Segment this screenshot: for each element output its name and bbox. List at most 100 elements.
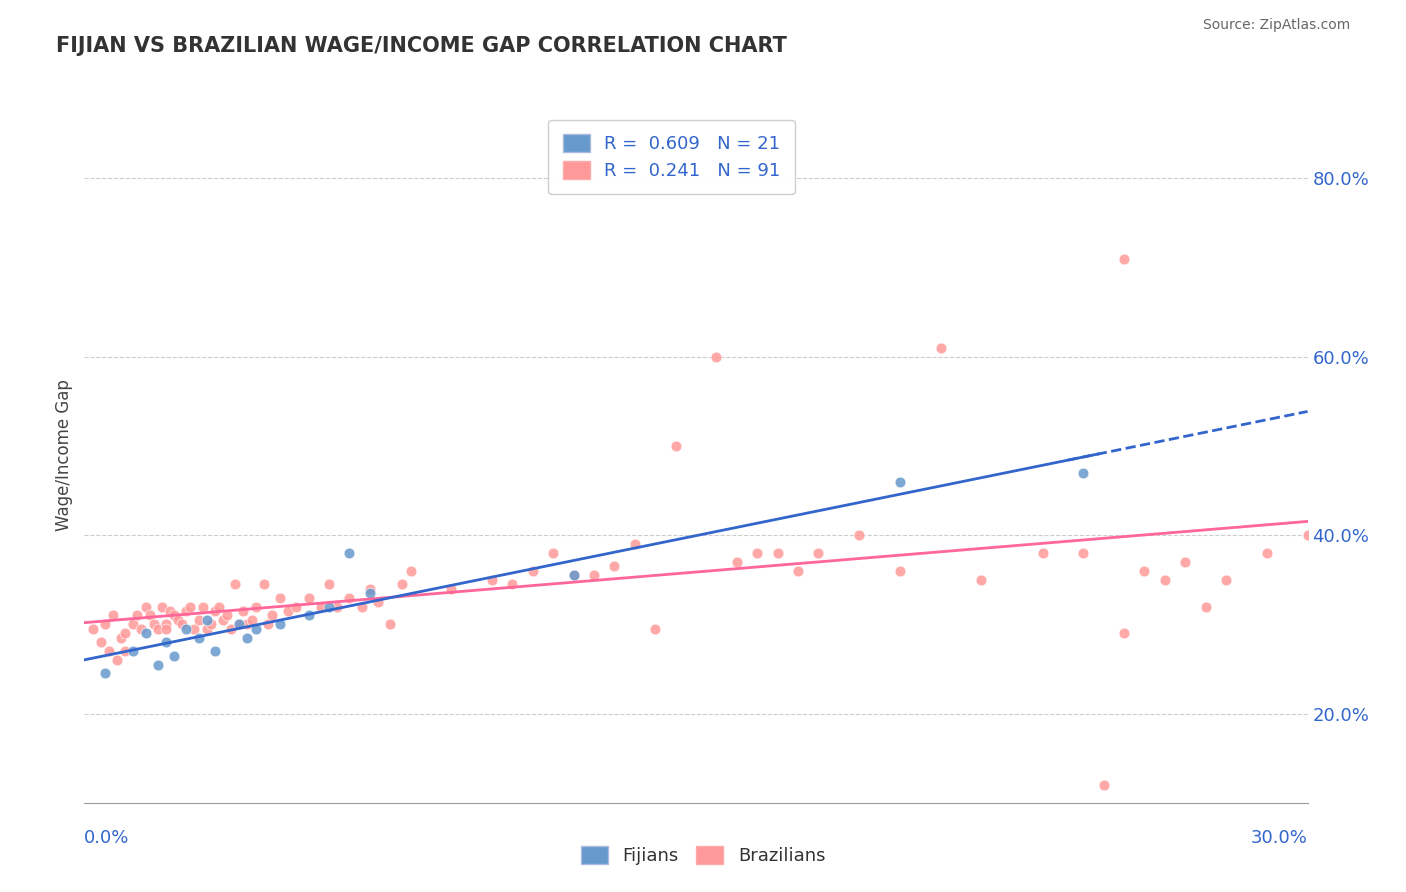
Text: Source: ZipAtlas.com: Source: ZipAtlas.com [1202, 18, 1350, 32]
Point [1071, 546, 1094, 560]
Text: FIJIAN VS BRAZILIAN WAGE/INCOME GAP CORRELATION CHART: FIJIAN VS BRAZILIAN WAGE/INCOME GAP CORR… [56, 36, 787, 55]
Point [93, 666, 115, 681]
Text: 30.0%: 30.0% [1251, 829, 1308, 847]
Point [1114, 626, 1136, 640]
Point [146, 622, 169, 636]
Point [101, 608, 124, 623]
Point [179, 599, 201, 614]
Point [224, 577, 246, 591]
Point [1133, 564, 1156, 578]
Point [155, 617, 177, 632]
Point [1174, 555, 1197, 569]
Point [217, 608, 239, 623]
Point [90, 635, 112, 649]
Y-axis label: Wage/Income Gap: Wage/Income Gap [55, 379, 73, 531]
Point [260, 608, 283, 623]
Point [240, 613, 263, 627]
Point [1195, 599, 1218, 614]
Point [367, 595, 389, 609]
Point [195, 622, 218, 636]
Point [380, 617, 402, 632]
Point [110, 631, 132, 645]
Point [114, 626, 136, 640]
Point [298, 608, 321, 623]
Point [1114, 252, 1136, 266]
Point [1215, 573, 1237, 587]
Point [807, 546, 830, 560]
Point [747, 546, 769, 560]
Point [131, 622, 153, 636]
Point [245, 622, 267, 636]
Point [236, 617, 259, 632]
Point [277, 604, 299, 618]
Point [138, 608, 160, 623]
Point [603, 559, 626, 574]
Point [664, 439, 686, 453]
Point [298, 591, 321, 605]
Point [204, 644, 226, 658]
Point [1296, 528, 1319, 542]
Point [114, 644, 136, 658]
Point [787, 564, 810, 578]
Point [150, 599, 173, 614]
Point [236, 631, 259, 645]
Point [501, 577, 523, 591]
Point [339, 546, 360, 560]
Point [163, 608, 186, 623]
Point [195, 613, 218, 627]
Point [167, 613, 190, 627]
Point [228, 617, 250, 632]
Point [889, 564, 911, 578]
Point [200, 617, 222, 632]
Point [82, 622, 104, 636]
Point [889, 475, 911, 489]
Point [522, 564, 544, 578]
Point [704, 350, 728, 364]
Point [399, 564, 422, 578]
Point [253, 577, 276, 591]
Point [163, 648, 186, 663]
Point [183, 622, 205, 636]
Point [219, 622, 242, 636]
Point [127, 608, 149, 623]
Legend: R =  0.609   N = 21, R =  0.241   N = 91: R = 0.609 N = 21, R = 0.241 N = 91 [548, 120, 794, 194]
Point [105, 653, 128, 667]
Point [146, 657, 169, 672]
Point [212, 613, 235, 627]
Point [562, 568, 585, 582]
Point [359, 586, 381, 600]
Point [929, 341, 952, 355]
Point [582, 568, 605, 582]
Point [285, 599, 308, 614]
Point [1092, 778, 1115, 792]
Text: 0.0%: 0.0% [84, 829, 129, 847]
Point [318, 577, 340, 591]
Point [326, 599, 349, 614]
Point [766, 546, 789, 560]
Point [232, 604, 254, 618]
Point [562, 568, 585, 582]
Point [1071, 466, 1094, 480]
Point [135, 626, 157, 640]
Point [350, 599, 373, 614]
Point [970, 573, 993, 587]
Point [122, 644, 145, 658]
Point [204, 604, 226, 618]
Point [1032, 546, 1054, 560]
Point [155, 622, 177, 636]
Point [187, 613, 209, 627]
Point [359, 582, 381, 596]
Point [228, 617, 250, 632]
Point [644, 622, 666, 636]
Point [159, 604, 181, 618]
Point [245, 599, 267, 614]
Point [1256, 546, 1278, 560]
Point [391, 577, 413, 591]
Point [174, 622, 197, 636]
Point [318, 599, 340, 614]
Point [257, 617, 280, 632]
Point [93, 617, 115, 632]
Point [208, 599, 231, 614]
Point [624, 537, 647, 551]
Point [174, 604, 197, 618]
